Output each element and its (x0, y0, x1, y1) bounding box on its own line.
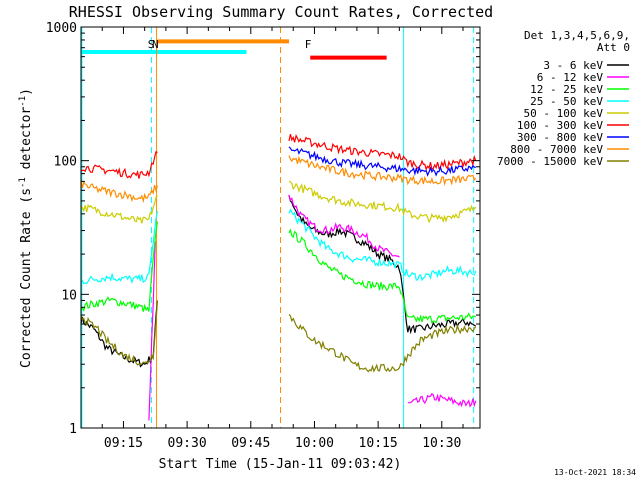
series-800-7000-kev-segment-1 (80, 179, 158, 204)
series-100-300-kev-segment-1 (80, 150, 158, 179)
series-50-100-kev-segment-2 (288, 180, 477, 224)
legend-title-line-2: Att 0 (597, 41, 630, 54)
series-25-50-kev-segment-1 (80, 210, 158, 285)
y-axis-label-sup-2: -1 (18, 96, 28, 107)
x-tick-label-0915: 09:15 (104, 436, 143, 451)
y-tick-label-1000: 1000 (46, 21, 77, 36)
y-axis-label-main: Corrected Count Rate (s (19, 188, 34, 368)
y-axis-label-sup-1: -1 (18, 177, 28, 188)
legend-label-100-300-kev: 100 - 300 keV (517, 119, 603, 132)
x-tick-label-0945: 09:45 (231, 436, 270, 451)
x-axis-label: Start Time (15-Jan-11 09:03:42) (159, 457, 402, 472)
series-25-50-kev-segment-2 (288, 208, 477, 282)
series-6-12-kev-segment-1 (148, 241, 156, 421)
series-6-12-kev-segment-2 (288, 194, 400, 258)
legend-label-800-7000-kev: 800 - 7000 keV (510, 143, 603, 156)
flag-label-s: S (148, 38, 155, 51)
legend-label-7000-15000-kev: 7000 - 15000 keV (497, 155, 603, 168)
footer-date: 13-Oct-2021 18:34 (554, 468, 636, 477)
x-tick-label-1030: 10:30 (422, 436, 461, 451)
legend-label-3-6-kev: 3 - 6 keV (543, 59, 603, 72)
legend-label-50-100-kev: 50 - 100 keV (524, 107, 604, 120)
series-50-100-kev-segment-1 (80, 195, 158, 224)
flag-label-n: N (152, 38, 159, 51)
y-tick-label-100: 100 (54, 155, 77, 170)
flag-label-f: F (305, 38, 312, 51)
legend-label-300-800-kev: 300 - 800 keV (517, 131, 603, 144)
series-7000-15000-kev-segment-1 (80, 300, 158, 366)
y-tick-label-10: 10 (61, 288, 77, 303)
y-axis-label: Corrected Count Rate (s-1 detector-1) (18, 88, 34, 368)
series-7000-15000-kev-segment-2 (288, 314, 477, 373)
series-12-25-kev-segment-2 (288, 228, 476, 324)
y-tick-label-1: 1 (69, 422, 77, 437)
chart-title: RHESSI Observing Summary Count Rates, Co… (69, 3, 493, 21)
legend-label-12-25-kev: 12 - 25 keV (530, 83, 603, 96)
legend-title-line-1: Det 1,3,4,5,6,9, (524, 29, 630, 42)
axes: 09:15 09:30 09:45 10:00 10:15 10:30 1 10 100 1000 (46, 21, 480, 451)
legend-label-25-50-kev: 25 - 50 keV (530, 95, 603, 108)
x-tick-label-1000: 10:00 (295, 436, 334, 451)
x-tick-label-1015: 10:15 (359, 436, 398, 451)
y-axis-label-mid: detector (19, 107, 34, 178)
series-300-800-kev-segment-1 (288, 146, 476, 177)
series-100-300-kev-segment-2 (288, 134, 477, 171)
x-tick-label-0930: 09:30 (168, 436, 207, 451)
series-12-25-kev-segment-1 (80, 221, 158, 312)
plot-marks: SN F (80, 27, 477, 428)
series-6-12-kev-segment-3 (407, 393, 477, 408)
series-800-7000-kev-segment-2 (288, 155, 477, 186)
y-axis-label-end: ) (19, 88, 34, 96)
plot-frame (80, 26, 481, 429)
legend-label-6-12-kev: 6 - 12 keV (537, 71, 604, 84)
